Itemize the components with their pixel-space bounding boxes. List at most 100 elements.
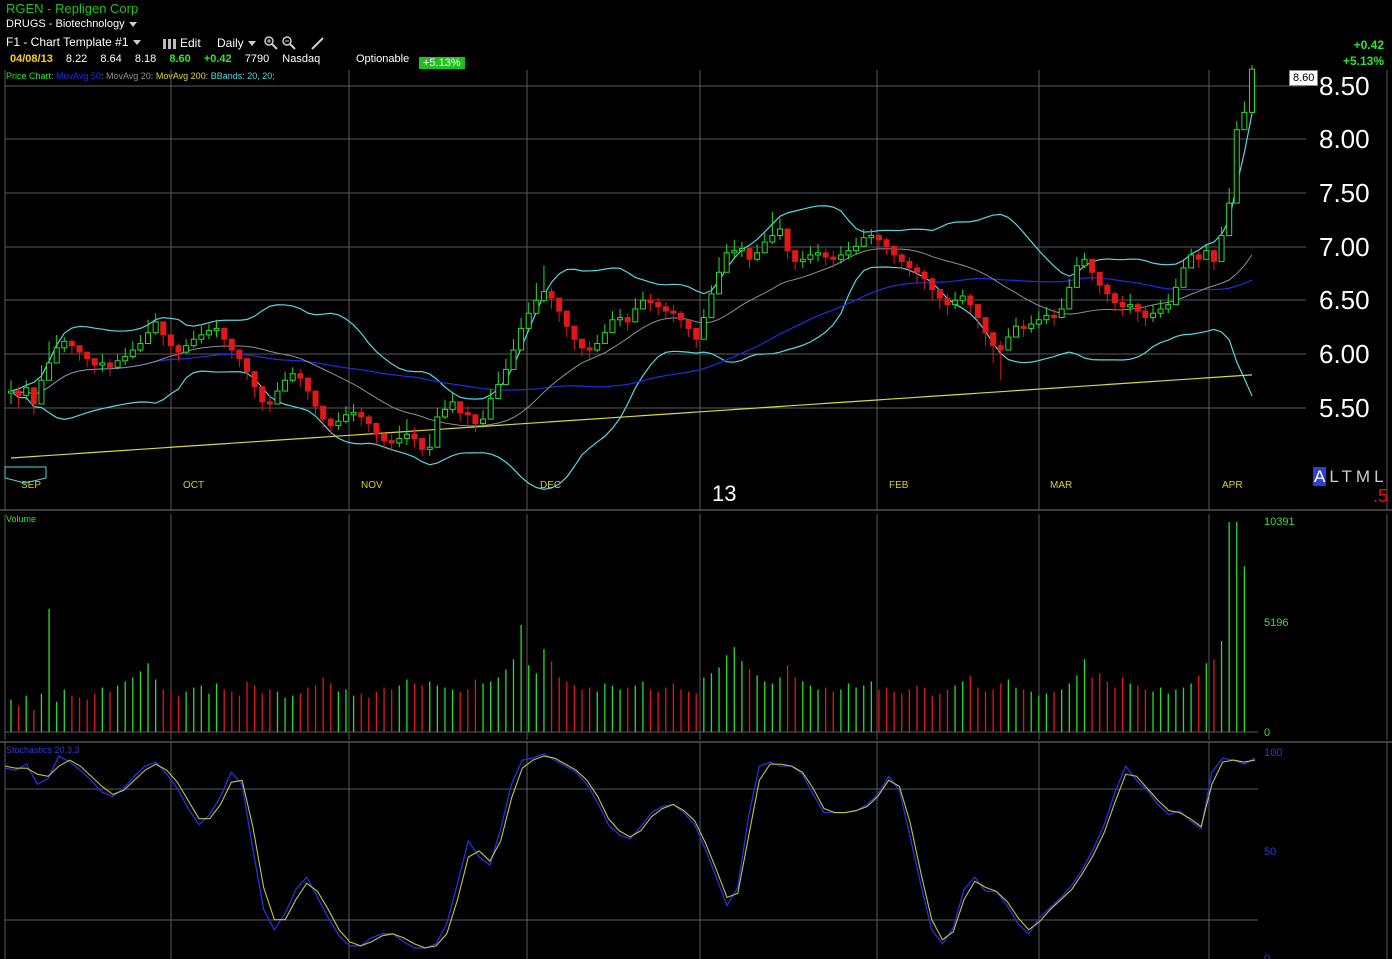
candle-body: [213, 327, 220, 332]
candle-body: [891, 245, 898, 256]
candle-body: [716, 271, 723, 295]
candle-body: [106, 362, 113, 368]
candle-body: [457, 401, 464, 414]
candle-body: [997, 345, 1004, 351]
quote-low: 8.18: [134, 53, 157, 65]
candle-body: [868, 235, 875, 239]
candle-body: [1012, 325, 1019, 338]
sector-label[interactable]: DRUGS - Biotechnology: [6, 18, 137, 30]
volume-tick: 10391: [1264, 516, 1295, 528]
candle-body: [1226, 202, 1233, 237]
stoch-tick: 50: [1264, 846, 1276, 858]
month-label: APR: [1222, 480, 1243, 491]
candle-body: [1043, 314, 1050, 321]
stoch-d-line: [4, 755, 1256, 949]
month-label: DEC: [540, 480, 561, 491]
candle-body: [693, 327, 700, 340]
candle-body: [784, 228, 791, 252]
candle-body: [244, 358, 251, 373]
candle-body: [167, 334, 174, 347]
altml-indicator[interactable]: A LTML: [1313, 467, 1388, 487]
candle-body: [1119, 301, 1126, 308]
candle-body: [381, 433, 388, 442]
candle-body: [639, 299, 646, 310]
zoom-in-icon[interactable]: [264, 36, 278, 50]
year-label: 13: [712, 481, 737, 506]
price-tick: 7.00: [1319, 232, 1370, 262]
price-tick: 8.00: [1319, 124, 1370, 154]
chevron-down-icon: [128, 21, 137, 27]
candle-body: [228, 338, 235, 351]
candle-body: [1233, 129, 1240, 204]
candle-body: [853, 245, 860, 252]
candle-body: [61, 340, 68, 349]
edit-icon: [163, 38, 176, 49]
candle-body: [617, 317, 624, 321]
candle-body: [898, 254, 905, 262]
legend-sep: :: [100, 71, 104, 81]
chart-template-dropdown[interactable]: F1 - Chart Template #1: [6, 35, 141, 49]
candle-body: [1172, 286, 1179, 306]
candle-body: [723, 252, 730, 273]
candle-body: [145, 332, 152, 345]
quote-volume: 7790: [244, 53, 270, 65]
candle-body: [845, 250, 852, 256]
candle-body: [883, 239, 890, 247]
candle-body: [563, 310, 570, 327]
candle-body: [967, 295, 974, 306]
pct-top: +5.13%: [1342, 54, 1384, 68]
candle-body: [403, 433, 410, 440]
zoom-out-icon[interactable]: [282, 36, 296, 50]
chevron-down-icon: [132, 40, 141, 46]
candle-body: [53, 347, 60, 364]
moving-averages: [10, 248, 1253, 459]
period-dropdown[interactable]: Daily: [217, 36, 256, 50]
candle-body: [76, 345, 83, 353]
candle-body: [1051, 314, 1058, 319]
candle-body: [487, 398, 494, 420]
volume-tick: 5196: [1264, 617, 1288, 629]
chevron-down-icon: [247, 41, 256, 47]
stoch-panel-label: Stochastics 20,3,3: [6, 745, 80, 755]
candle-body: [46, 362, 53, 381]
candle-body: [464, 412, 471, 416]
edit-button[interactable]: Edit: [163, 36, 201, 50]
candle-body: [480, 418, 487, 424]
quote-bar: 04/08/13 8.22 8.64 8.18 8.60 +0.42 7790 …: [10, 53, 330, 65]
candle-body: [373, 422, 380, 435]
candle-body: [533, 299, 540, 314]
candle-body: [1241, 111, 1248, 131]
candle-body: [761, 241, 768, 254]
candle-body: [708, 293, 715, 319]
candle-body: [68, 340, 75, 347]
stochastics-lines: [4, 753, 1256, 949]
month-label: OCT: [183, 480, 204, 491]
quote-change: +0.42: [203, 53, 232, 65]
candle-body: [129, 349, 136, 357]
chart-legend: Price Chart: MovAvg 50: MovAvg 20: MovAv…: [6, 71, 275, 81]
quote-exchange: Nasdaq: [282, 53, 321, 65]
candle-body: [1165, 304, 1172, 310]
candle-body: [731, 250, 738, 254]
candle-body: [982, 317, 989, 334]
candle-body: [1028, 323, 1035, 329]
candle-body: [974, 304, 981, 319]
candle-body: [685, 319, 692, 329]
candle-body: [84, 351, 91, 360]
draw-line-icon[interactable]: [311, 36, 325, 50]
candle-body: [556, 297, 563, 312]
legend-ma200: MovAvg 200: [155, 71, 206, 81]
candle-body: [91, 358, 98, 366]
price-tick: 7.50: [1319, 178, 1370, 208]
candle-body: [830, 256, 837, 260]
legend-ma50: MovAvg 50: [56, 71, 101, 81]
candle-body: [289, 373, 296, 381]
optionable-label: Optionable: [356, 53, 410, 65]
candle-body: [540, 291, 547, 301]
security-title: RGEN - Repligen Corp: [6, 1, 139, 16]
candle-body: [776, 228, 783, 237]
volume-panel-label: Volume: [6, 514, 37, 524]
candle-body: [1058, 308, 1065, 319]
candle-body: [677, 312, 684, 321]
